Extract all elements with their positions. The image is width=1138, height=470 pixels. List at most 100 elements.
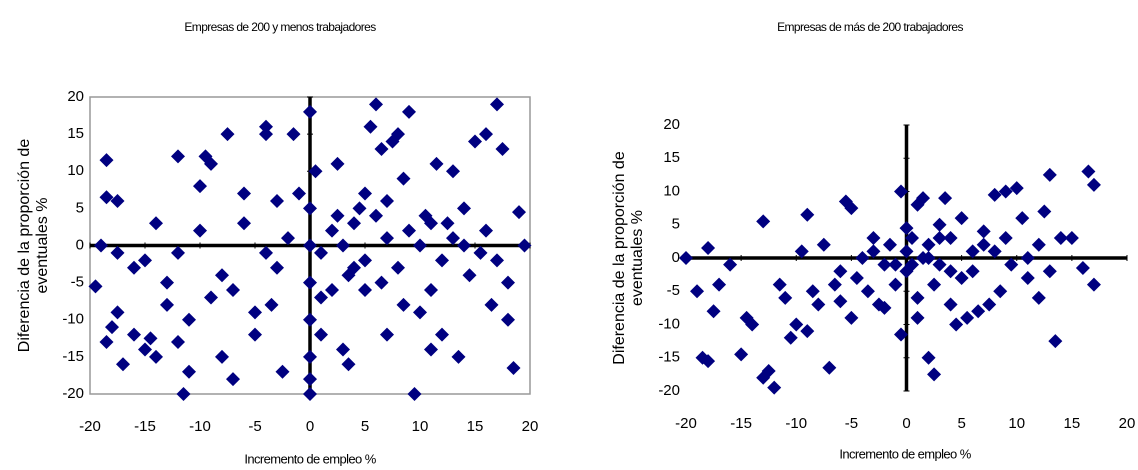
x-tick-label: 15 — [467, 418, 484, 435]
point — [374, 275, 389, 290]
point — [495, 141, 510, 156]
point — [927, 277, 942, 292]
chart-title: Empresas de más de 200 trabajadores — [777, 20, 963, 34]
point — [921, 350, 936, 365]
x-tick-label: 0 — [902, 415, 910, 432]
point — [171, 245, 185, 260]
point — [468, 134, 482, 149]
point — [734, 347, 749, 362]
point — [916, 191, 931, 206]
x-tick-label: -20 — [675, 415, 697, 432]
point — [893, 184, 908, 199]
x-tick-label: -15 — [134, 418, 156, 435]
point — [1037, 204, 1052, 219]
point — [391, 260, 405, 275]
point — [1053, 231, 1068, 246]
point — [396, 171, 411, 186]
point — [954, 211, 969, 226]
point — [457, 238, 471, 253]
point — [932, 257, 947, 272]
point — [932, 231, 947, 246]
point — [237, 216, 251, 231]
point — [264, 297, 279, 312]
point — [446, 231, 460, 246]
point — [110, 193, 125, 208]
point — [921, 237, 936, 252]
point — [794, 244, 809, 259]
point — [314, 327, 328, 342]
point — [94, 238, 108, 253]
point — [849, 270, 864, 285]
chart-title: Empresas de 200 y menos trabajadores — [184, 20, 376, 34]
point — [1064, 231, 1079, 246]
y-tick-label: 10 — [67, 162, 84, 179]
point — [501, 275, 515, 290]
x-tick-label: -5 — [845, 415, 858, 432]
point — [171, 335, 185, 350]
point — [292, 186, 306, 201]
point — [976, 237, 991, 252]
point — [413, 238, 427, 253]
point — [938, 191, 953, 206]
point — [330, 208, 345, 223]
point — [976, 224, 991, 239]
point — [1048, 334, 1063, 349]
point — [905, 257, 920, 272]
point — [987, 187, 1002, 202]
point — [99, 335, 114, 350]
point — [816, 237, 831, 252]
point — [380, 327, 394, 342]
point — [308, 164, 323, 179]
x-tick-label: -15 — [730, 415, 752, 432]
point — [706, 304, 721, 319]
point — [396, 297, 411, 312]
x-tick-label: -20 — [79, 418, 101, 435]
point — [314, 290, 328, 305]
point — [248, 305, 262, 320]
x-tick-label: 5 — [957, 415, 965, 432]
point — [193, 223, 207, 238]
point — [844, 310, 859, 325]
y-tick-label: -15 — [658, 349, 680, 366]
point — [143, 331, 158, 346]
point — [259, 245, 273, 260]
point — [259, 119, 273, 134]
point — [473, 245, 488, 260]
point — [893, 327, 908, 342]
point — [484, 297, 499, 312]
point — [822, 360, 837, 375]
point — [932, 217, 947, 232]
point — [800, 324, 815, 339]
point — [160, 297, 174, 312]
point — [1042, 167, 1057, 182]
point — [176, 387, 191, 401]
point — [149, 216, 163, 231]
point — [927, 367, 942, 382]
point — [827, 277, 842, 292]
y-tick-label: 0 — [76, 236, 84, 253]
point — [363, 119, 378, 134]
point — [204, 156, 218, 171]
point — [761, 364, 776, 379]
x-tick-label: -5 — [248, 418, 261, 435]
point — [286, 127, 301, 142]
point — [866, 231, 881, 246]
point — [380, 231, 394, 246]
point — [745, 317, 760, 332]
point — [105, 320, 119, 335]
point — [888, 277, 903, 292]
point — [490, 253, 504, 268]
point — [451, 349, 466, 364]
y-tick-label: 15 — [663, 149, 680, 166]
x-tick-label: 10 — [412, 418, 429, 435]
x-tick-label: -10 — [785, 415, 807, 432]
point — [424, 283, 438, 298]
point — [88, 279, 103, 294]
x-axis-label: Incremento de empleo % — [839, 446, 971, 461]
point — [882, 237, 897, 252]
point — [877, 300, 892, 315]
point — [789, 317, 804, 332]
point — [866, 244, 881, 259]
point — [402, 104, 416, 119]
point — [712, 277, 727, 292]
